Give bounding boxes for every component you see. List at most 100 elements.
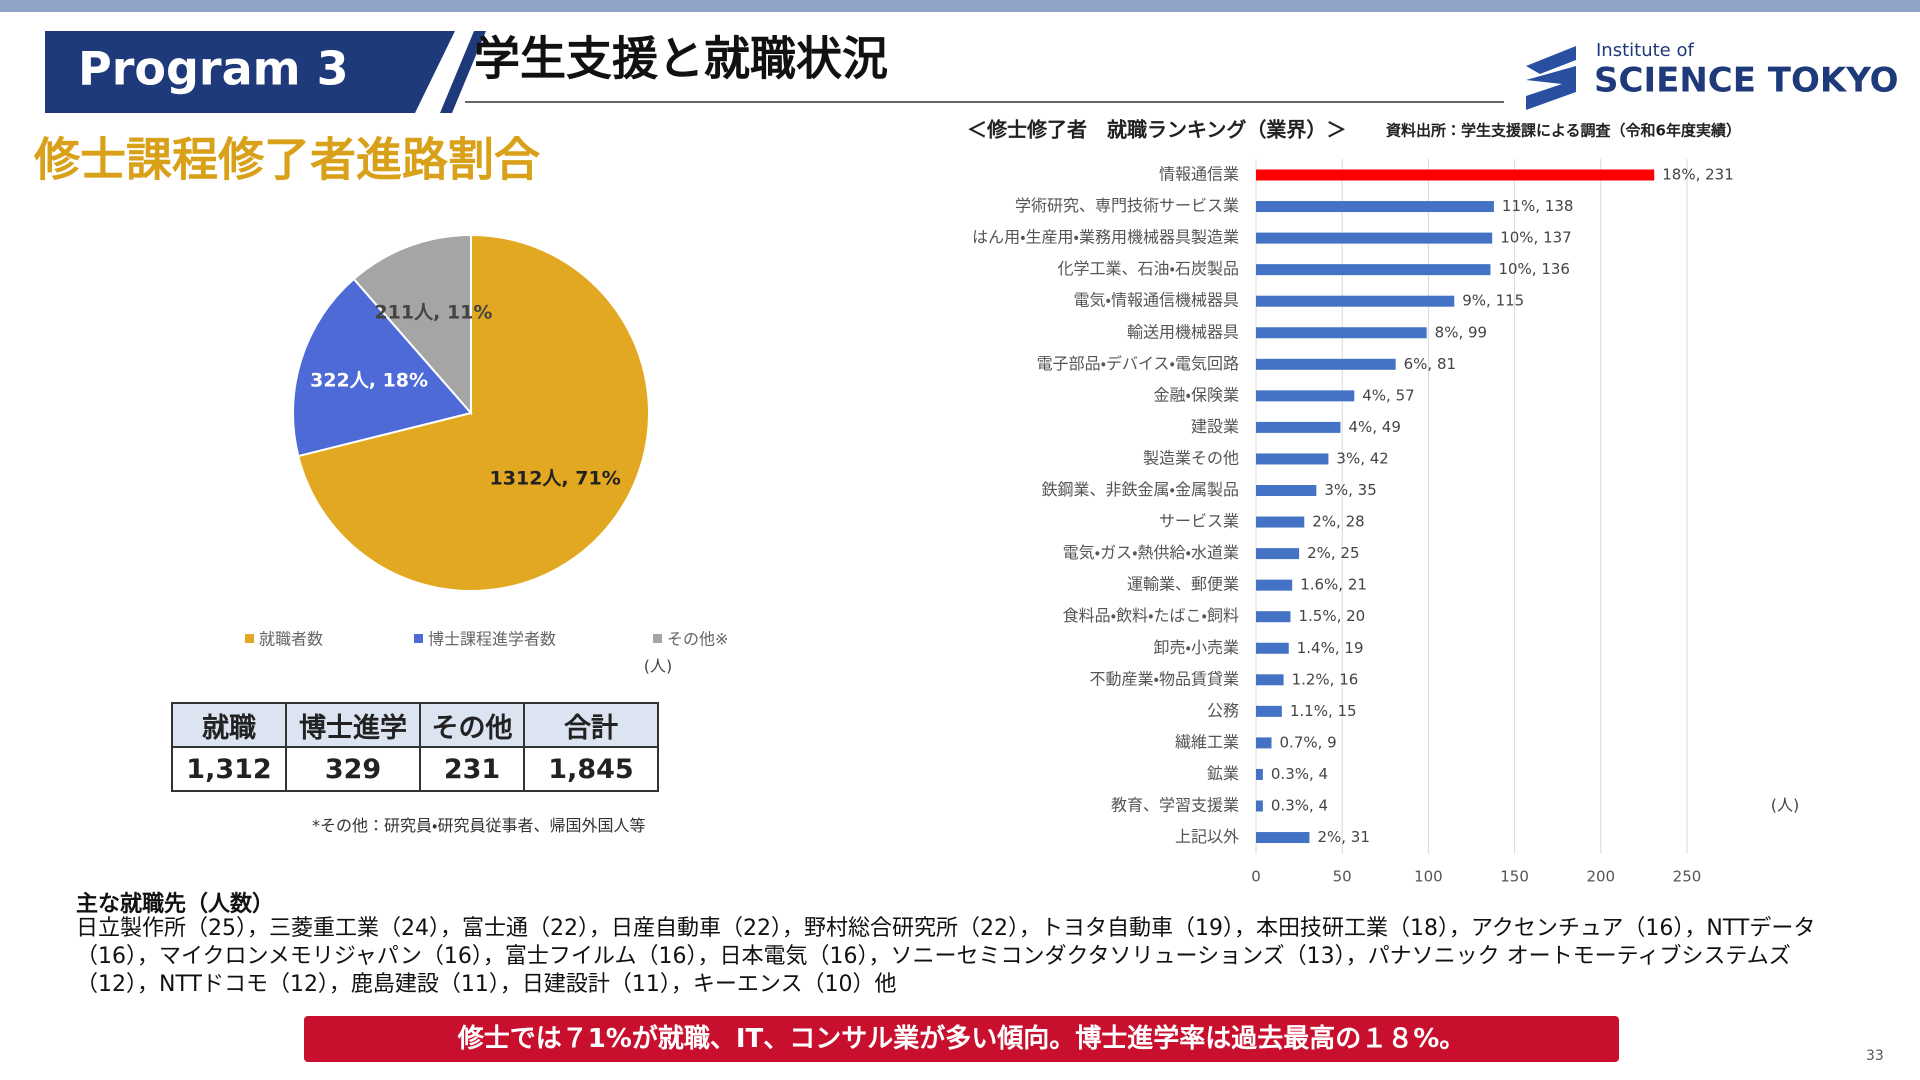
bar xyxy=(1256,800,1263,812)
x-tick-label: 100 xyxy=(1414,868,1443,886)
bar-value-label: 1.5%, 20 xyxy=(1298,607,1365,625)
x-tick-label: 0 xyxy=(1251,868,1261,886)
table-row: 1,312 329 231 1,845 xyxy=(171,746,659,792)
x-tick-label: 150 xyxy=(1500,868,1529,886)
bar xyxy=(1256,453,1329,465)
y-tick-label: 製造業その他 xyxy=(1143,448,1239,467)
y-tick-label: 建設業 xyxy=(1191,417,1239,436)
y-tick-label: 電気・情報通信機械器具 xyxy=(1074,291,1239,310)
y-tick-label: 教育、学習支援業 xyxy=(1111,796,1239,815)
table-note: *その他：研究員・研究員従事者、帰国外国人等 xyxy=(312,816,646,835)
y-tick-label: 運輸業、郵便業 xyxy=(1127,575,1239,594)
legend-swatch xyxy=(653,634,662,643)
bar-value-label: 4%, 57 xyxy=(1362,386,1414,404)
y-tick-label: 電気・ガス・熱供給・水道業 xyxy=(1063,543,1239,562)
program-label: Program 3 xyxy=(78,42,349,96)
pie-label: 322人, 18% xyxy=(310,370,428,392)
table-cell: 231 xyxy=(419,746,525,792)
table-cell: 329 xyxy=(285,746,421,792)
legend-label: その他※ xyxy=(667,630,728,649)
bar-value-label: 10%, 136 xyxy=(1498,260,1570,278)
bar xyxy=(1256,548,1300,560)
bar xyxy=(1256,327,1427,339)
table-header-cell: その他 xyxy=(419,702,525,748)
x-tick-label: 250 xyxy=(1673,868,1702,886)
bar-value-label: 0.3%, 4 xyxy=(1271,765,1328,783)
slash xyxy=(440,31,486,113)
bar xyxy=(1256,390,1355,402)
bar-value-label: 3%, 42 xyxy=(1336,449,1388,467)
logo-large: SCIENCE TOKYO xyxy=(1594,61,1899,101)
bar-value-label: 10%, 137 xyxy=(1500,229,1572,247)
bar-value-label: 11%, 138 xyxy=(1502,197,1574,215)
bar xyxy=(1256,358,1396,370)
bar xyxy=(1256,832,1310,844)
y-tick-label: はん用・生産用・業務用機械器具製造業 xyxy=(972,228,1239,247)
y-tick-label: 食料品・飲料・たばこ・飼料 xyxy=(1063,606,1239,625)
bar-value-label: 18%, 231 xyxy=(1662,166,1734,184)
y-tick-label: 化学工業、石油・石炭製品 xyxy=(1058,259,1239,278)
bar-value-label: 2%, 25 xyxy=(1307,544,1359,562)
bar xyxy=(1256,232,1493,244)
pie-unit: (人) xyxy=(644,657,673,676)
legend-label: 博士課程進学者数 xyxy=(428,630,556,649)
bar-value-label: 2%, 31 xyxy=(1317,828,1369,846)
bar xyxy=(1256,421,1341,433)
y-tick-label: 鉄鋼業、非鉄金属・金属製品 xyxy=(1042,480,1239,499)
pie-label: 1312人, 71% xyxy=(490,467,621,489)
bar xyxy=(1256,579,1293,591)
y-tick-label: 鉱業 xyxy=(1207,764,1239,783)
bar-value-label: 2%, 28 xyxy=(1312,513,1364,531)
pie-slice xyxy=(352,233,472,416)
x-tick-label: 200 xyxy=(1586,868,1615,886)
top-bar xyxy=(0,0,1920,12)
bar xyxy=(1256,169,1655,181)
bar-value-label: 0.3%, 4 xyxy=(1271,797,1328,815)
bar-source: 資料出所：学生支援課による調査（令和6年度実績） xyxy=(1386,122,1741,140)
bar xyxy=(1256,642,1289,654)
y-tick-label: 上記以外 xyxy=(1175,827,1239,846)
bar-value-label: 0.7%, 9 xyxy=(1280,733,1337,751)
table-header: 就職 博士進学 その他 合計 xyxy=(171,702,659,748)
y-tick-label: 卸売・小売業 xyxy=(1154,638,1239,657)
bar xyxy=(1256,705,1282,717)
bar xyxy=(1256,516,1305,528)
pie-slice xyxy=(297,233,650,592)
pie-slice xyxy=(292,277,473,458)
table-cell: 1,845 xyxy=(523,746,659,792)
bar-value-label: 1.2%, 16 xyxy=(1292,670,1359,688)
y-tick-label: 輸送用機械器具 xyxy=(1127,322,1239,341)
y-tick-label: 学術研究、専門技術サービス業 xyxy=(1015,196,1239,215)
bar-value-label: 1.6%, 21 xyxy=(1300,576,1367,594)
bar-title: ＜修士修了者 就職ランキング（業界）＞ xyxy=(967,118,1346,142)
y-tick-label: 繊維工業 xyxy=(1175,732,1239,751)
x-tick-label: 50 xyxy=(1333,868,1352,886)
slide-title: 学生支援と就職状況 xyxy=(474,32,888,86)
bar xyxy=(1256,768,1263,780)
legend-swatch xyxy=(414,634,423,643)
bar xyxy=(1256,485,1317,496)
y-tick-label: 不動産業・物品賃貸業 xyxy=(1090,669,1239,688)
bar xyxy=(1256,674,1284,686)
pie-title: 修士課程修了者進路割合 xyxy=(33,133,541,187)
bar-value-label: 8%, 99 xyxy=(1435,323,1487,341)
bar-value-label: 9%, 115 xyxy=(1462,292,1524,310)
y-tick-label: 金融・保険業 xyxy=(1154,385,1239,404)
legend-label: 就職者数 xyxy=(259,630,323,649)
logo-small: Institute of xyxy=(1596,40,1694,61)
program-box xyxy=(45,31,455,113)
bar xyxy=(1256,264,1491,276)
bar-value-label: 1.4%, 19 xyxy=(1297,639,1364,657)
summary-banner: 修士では７1%が就職、IT、コンサル業が多い傾向。博士進学率は過去最高の１８%。 xyxy=(304,1016,1619,1062)
legend-swatch xyxy=(245,634,254,643)
y-tick-label: 公務 xyxy=(1207,701,1239,720)
y-tick-label: 電子部品・デバイス・電気回路 xyxy=(1037,354,1239,373)
table-header-cell: 就職 xyxy=(171,702,287,748)
bar-unit: (人) xyxy=(1771,796,1800,815)
employers-heading: 主な就職先（人数） xyxy=(76,892,275,917)
table-header-cell: 合計 xyxy=(523,702,659,748)
y-tick-label: 情報通信業 xyxy=(1159,165,1239,184)
bar-value-label: 3%, 35 xyxy=(1324,481,1376,499)
